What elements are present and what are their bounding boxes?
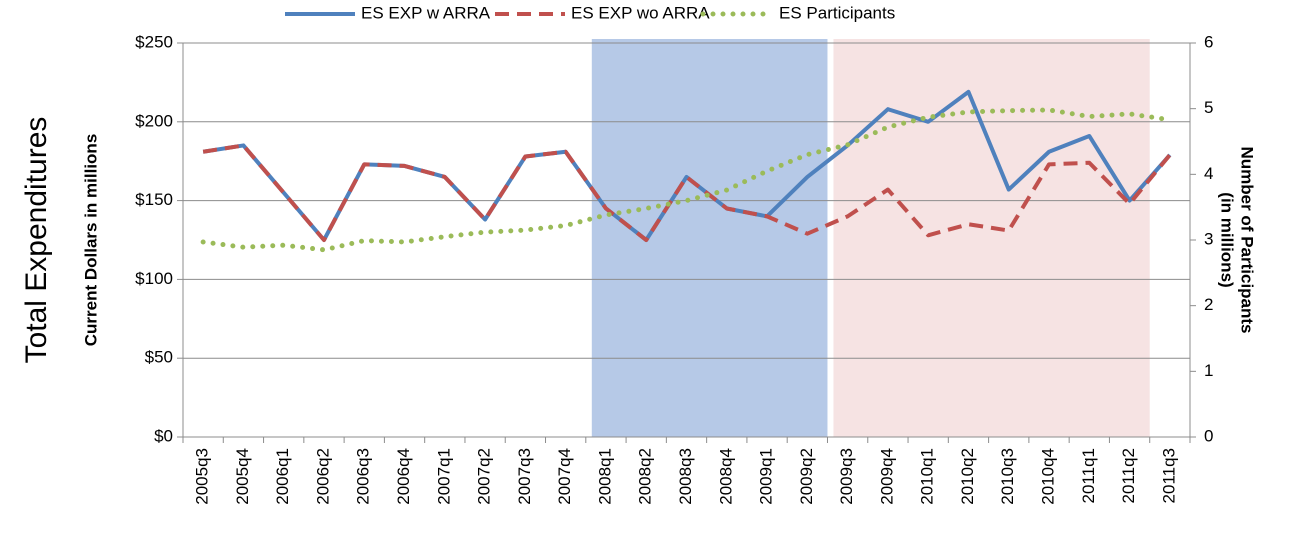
y-title: Total Expenditures xyxy=(20,117,53,364)
y-axis-label: Current Dollars in millions xyxy=(81,134,100,347)
x-tick-label: 2009q2 xyxy=(797,448,816,505)
y-tick-label: $100 xyxy=(135,269,173,288)
y-tick-label: $150 xyxy=(135,190,173,209)
x-tick-label: 2007q4 xyxy=(555,448,574,505)
x-tick-label: 2009q3 xyxy=(837,448,856,505)
y-tick-label: $50 xyxy=(145,348,173,367)
y2-axis-label: (in millions) xyxy=(1218,192,1237,287)
legend-label: ES Participants xyxy=(779,3,895,22)
x-tick-label: 2007q3 xyxy=(515,448,534,505)
y2-tick-label: 2 xyxy=(1204,295,1213,314)
y-tick-label: $200 xyxy=(135,111,173,130)
legend-label: ES EXP wo ARRA xyxy=(571,3,710,22)
x-tick-label: 2008q2 xyxy=(636,448,655,505)
x-tick-label: 2010q1 xyxy=(918,448,937,505)
x-tick-label: 2010q3 xyxy=(998,448,1017,505)
series-line xyxy=(202,143,1172,242)
y2-tick-label: 4 xyxy=(1204,164,1213,183)
x-tick-label: 2010q2 xyxy=(958,448,977,505)
x-tick-label: 2006q4 xyxy=(394,448,413,505)
x-tick-label: 2011q2 xyxy=(1119,448,1138,503)
y2-tick-label: 5 xyxy=(1204,98,1213,117)
y2-tick-label: 3 xyxy=(1204,229,1213,248)
shaded-period xyxy=(833,39,1150,437)
x-tick-label: 2008q3 xyxy=(676,448,695,505)
y2-tick-label: 1 xyxy=(1204,361,1213,380)
x-tick-label: 2008q1 xyxy=(595,448,614,505)
x-tick-label: 2007q1 xyxy=(434,448,453,505)
x-tick-label: 2011q1 xyxy=(1079,448,1098,503)
legend-label: ES EXP w ARRA xyxy=(361,3,491,22)
y-tick-label: $250 xyxy=(135,32,173,51)
x-tick-label: 2011q3 xyxy=(1159,448,1178,503)
y-tick-label: $0 xyxy=(154,426,173,445)
x-tick-label: 2009q4 xyxy=(877,448,896,505)
x-tick-label: 2005q3 xyxy=(193,448,212,505)
x-tick-label: 2010q4 xyxy=(1039,448,1058,505)
y2-tick-label: 0 xyxy=(1204,426,1213,445)
series-line xyxy=(200,107,1173,253)
x-tick-label: 2005q4 xyxy=(233,448,252,505)
x-tick-label: 2008q4 xyxy=(716,448,735,505)
x-tick-label: 2009q1 xyxy=(757,448,776,505)
x-tick-label: 2006q3 xyxy=(354,448,373,505)
x-tick-label: 2006q1 xyxy=(273,448,292,505)
shaded-period xyxy=(591,39,828,437)
x-tick-label: 2007q2 xyxy=(475,448,494,505)
y2-axis-label: Number of Participants xyxy=(1238,146,1257,333)
x-tick-label: 2006q2 xyxy=(313,448,332,505)
y2-tick-label: 6 xyxy=(1204,32,1213,51)
